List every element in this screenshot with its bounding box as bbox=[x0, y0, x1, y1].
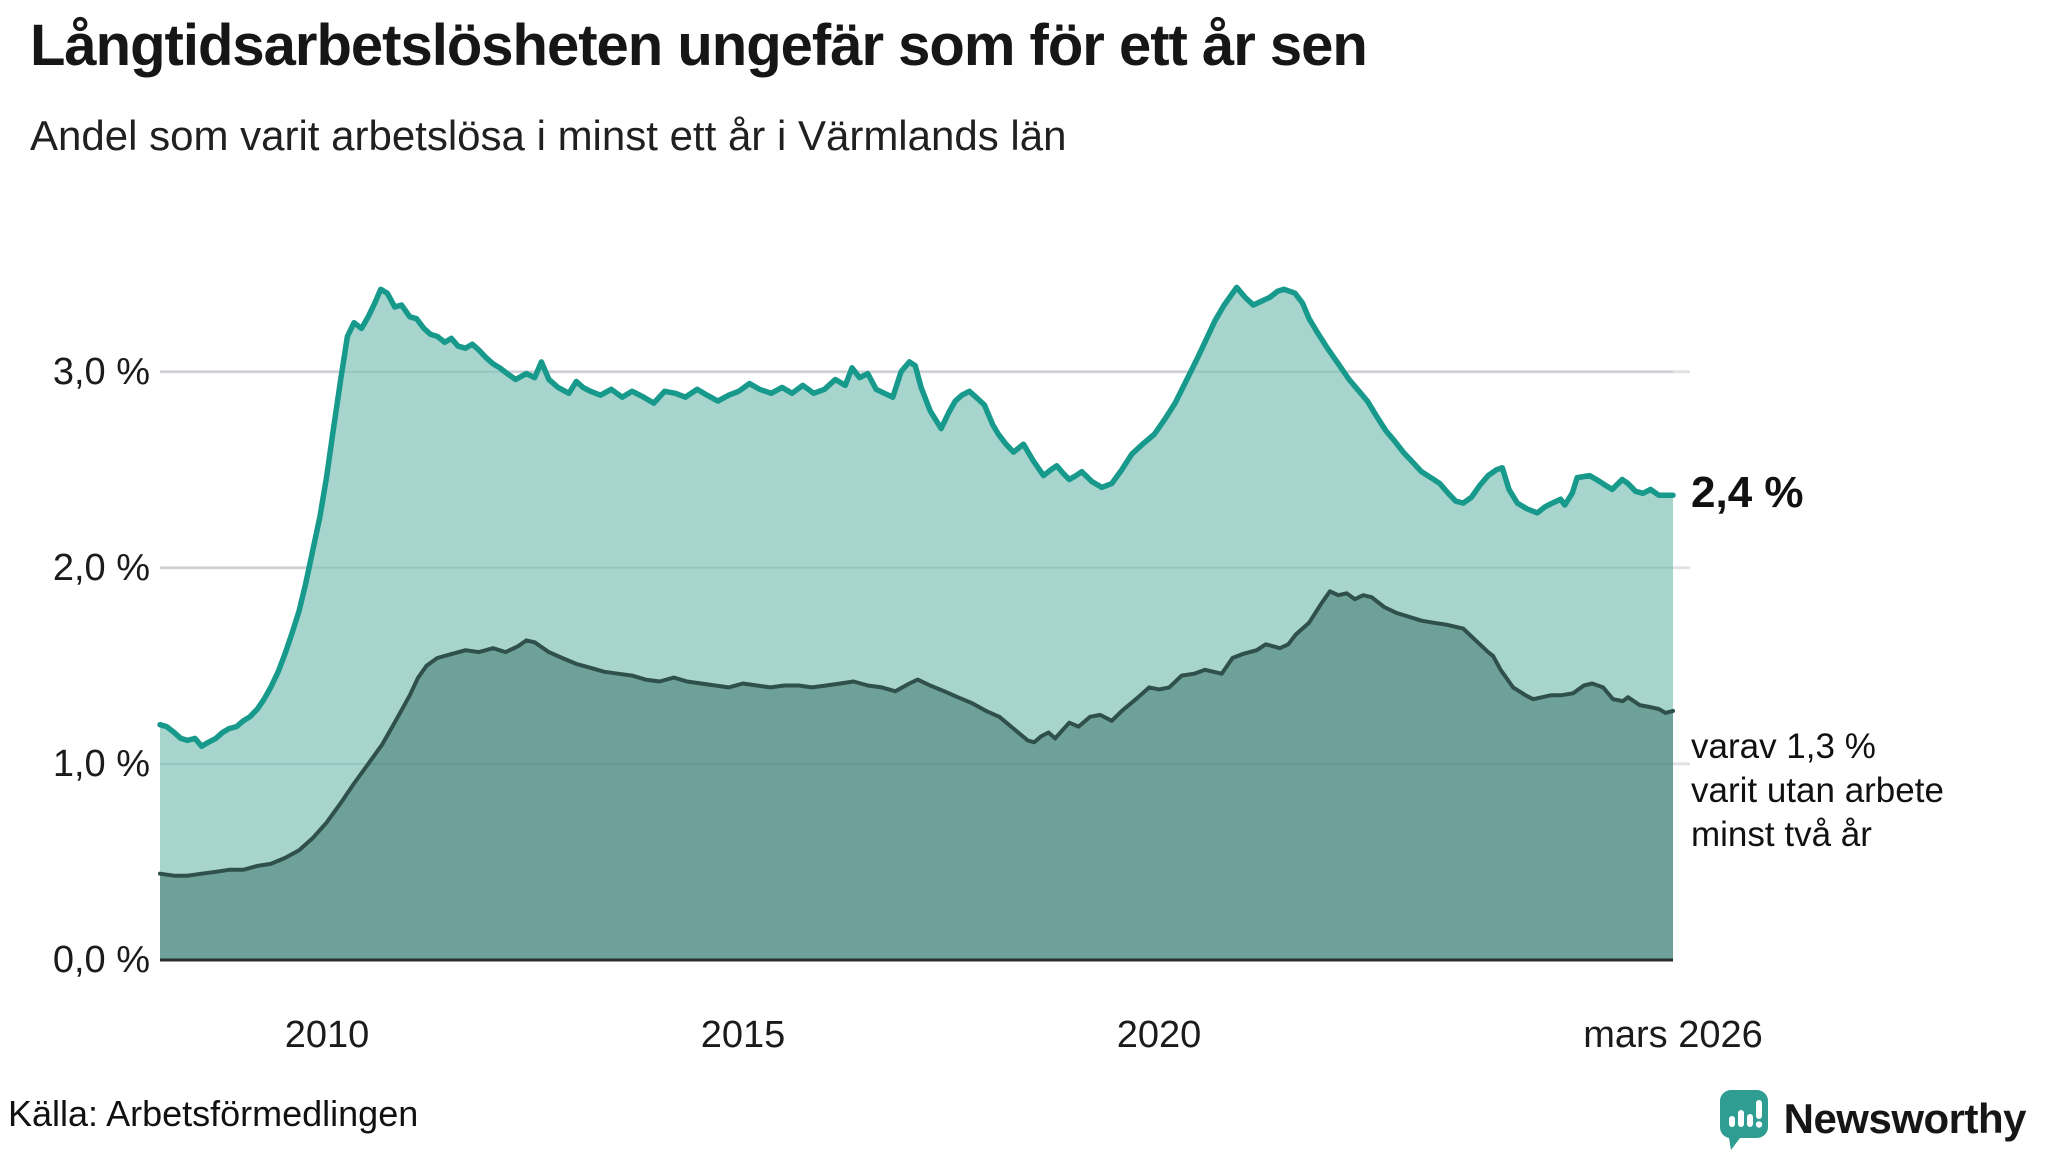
page-title: Långtidsarbetslösheten ungefär som för e… bbox=[30, 13, 1368, 78]
line-two-year bbox=[158, 589, 1675, 878]
area-two-year bbox=[160, 591, 1673, 960]
chart-subtitle: Andel som varit arbetslösa i minst ett å… bbox=[30, 112, 1067, 159]
two-year-note: varav 1,3 % varit utan arbete minst två … bbox=[1691, 725, 1944, 857]
x-tick-label: 2020 bbox=[1116, 1014, 1202, 1056]
line-one-year bbox=[157, 284, 1676, 749]
x-tick-label: 2015 bbox=[700, 1014, 786, 1056]
latest-value-label: 2,4 % bbox=[1691, 468, 1804, 518]
newsworthy-logo-icon bbox=[1719, 1090, 1768, 1150]
y-tick-label: 1,0 % bbox=[52, 742, 150, 785]
source-credit: Källa: Arbetsförmedlingen bbox=[8, 1093, 419, 1134]
two-year-note-line1: varav 1,3 % bbox=[1691, 726, 1876, 766]
x-tick-label: mars 2026 bbox=[1583, 1014, 1763, 1056]
two-year-note-line3: minst två år bbox=[1691, 814, 1872, 854]
y-tick-label: 3,0 % bbox=[52, 350, 150, 393]
two-year-note-line2: varit utan arbete bbox=[1691, 770, 1944, 810]
newsworthy-logo[interactable]: Newsworthy bbox=[1718, 1088, 2027, 1150]
y-tick-label: 2,0 % bbox=[52, 546, 150, 589]
y-tick-label: 0,0 % bbox=[52, 939, 150, 981]
newsworthy-logo-text: Newsworthy bbox=[1783, 1095, 2027, 1142]
x-tick-label: 2010 bbox=[284, 1014, 370, 1056]
